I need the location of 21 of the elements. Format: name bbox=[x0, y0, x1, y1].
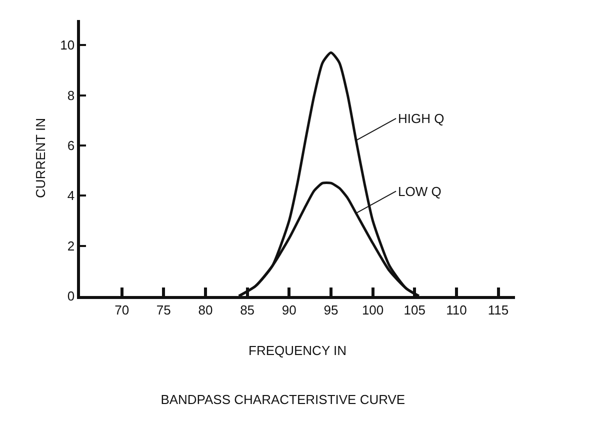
y-tick-label: 10 bbox=[60, 38, 75, 53]
text: BANDPASS CHARACTERISTIVE CURVE bbox=[160, 392, 406, 408]
x-tick-label: 115 bbox=[488, 302, 509, 318]
y-tick-label: 2 bbox=[67, 238, 75, 254]
y-tick-label: 8 bbox=[67, 88, 75, 103]
x-tick-label: 70 bbox=[114, 302, 130, 318]
y-tick-label: 0 bbox=[67, 288, 75, 304]
annotation: HIGH Q bbox=[398, 111, 444, 126]
x-tick-label: 110 bbox=[446, 302, 467, 318]
x-tick-label: 75 bbox=[156, 302, 171, 318]
y-tick-label: 4 bbox=[67, 188, 75, 204]
x-tick-label: 100 bbox=[362, 302, 384, 318]
y-tick-label: 6 bbox=[67, 138, 75, 153]
x-tick-label: 105 bbox=[404, 302, 426, 318]
x-axis-title: FREQUENCY IN bbox=[248, 342, 346, 358]
x-tick-label: 85 bbox=[240, 302, 255, 318]
x-tick-label: 80 bbox=[198, 302, 213, 318]
x-tick-label: 95 bbox=[324, 302, 338, 318]
x-tick-label: 90 bbox=[282, 302, 296, 318]
annotation: LOW Q bbox=[398, 184, 442, 199]
y-axis-title: CURRENT IN bbox=[33, 118, 48, 198]
